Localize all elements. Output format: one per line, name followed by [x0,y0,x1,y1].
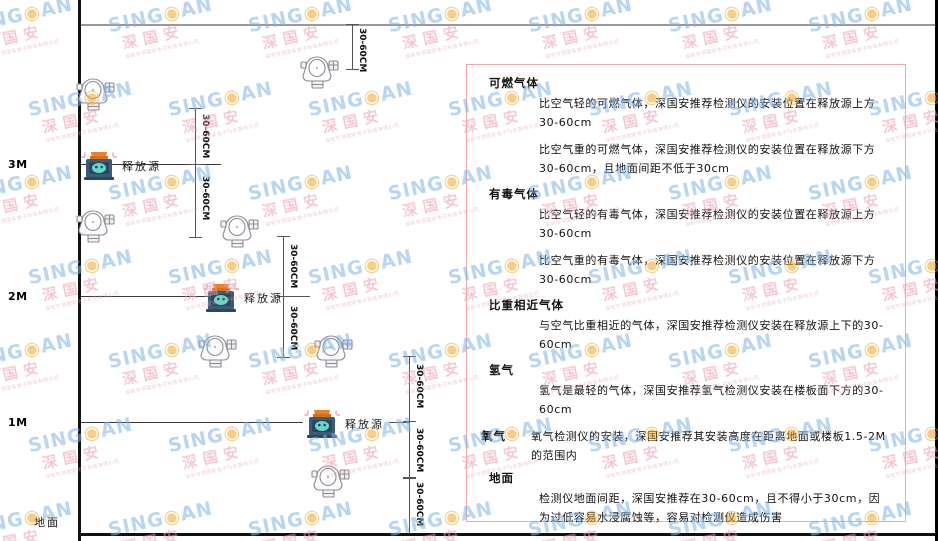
leader-line-2m [288,296,310,297]
gas-detector-icon [190,325,246,369]
guideline-paragraph: 比空气轻的可燃气体，深国安推荐检测仪的安装位置在释放源上方30-60cm [539,97,876,129]
guideline-paragraph: 与空气比重相近的气体，深国安推荐检测仪安装在释放源上下的30-60cm [539,319,884,351]
guideline-section: 可燃气体 比空气轻的可燃气体，深国安推荐检测仪的安装位置在释放源上方30-60cm… [481,75,891,178]
guideline-section-body: 比空气轻的可燃气体，深国安推荐检测仪的安装位置在释放源上方30-60cm 比空气重… [539,94,891,178]
guideline-section-body: 检测仪地面间距，深国安推荐在30-60cm，且不得小于30cm，因为过低容易水浸… [539,489,891,527]
guideline-section-title: 可燃气体 [489,76,539,90]
gas-detector-icon [303,455,359,499]
guideline-section: 氧气 氧气检测仪的安装，深国安推荐其安装高度在距离地面或楼板1.5-2M的范围内 [481,427,891,465]
release-source-icon [202,280,240,314]
guideline-paragraph: 比空气轻的有毒气体，深国安推荐检测仪的安装位置在释放源上方30-60cm [539,208,876,240]
guideline-section-title: 有毒气体 [489,187,539,201]
release-source-icon [80,148,118,182]
dimension-label: 30-60CM [357,28,367,73]
release-source-label: 释放源 [122,160,161,173]
dimension-label: 30-60CM [200,114,210,159]
guideline-paragraph: 比空气重的有毒气体，深国安推荐检测仪的安装位置在释放源下方30-60cm [539,254,876,286]
guideline-paragraph: 氧气检测仪的安装，深国安推荐其安装高度在距离地面或楼板1.5-2M的范围内 [531,430,886,462]
level-line-3m [81,164,221,165]
dimension-label: 30-60CM [414,428,424,473]
dimension-label: 30-60CM [288,306,298,351]
release-source-label: 释放源 [244,292,283,305]
gas-detector-icon [292,46,348,90]
leader-line-1m [389,422,409,423]
level-label-3m: 3M [8,158,28,171]
guideline-section-title: 地面 [489,471,514,485]
dimension-label: 30-60CM [414,482,424,527]
level-line-1m [81,422,303,423]
guideline-section: 氢气氢气是最轻的气体，深国安推荐氢气检测仪安装在楼板面下方的30-60cm [481,362,891,419]
guideline-paragraph: 氢气是最轻的气体，深国安推荐氢气检测仪安装在楼板面下方的30-60cm [539,384,884,416]
release-source-icon [303,406,341,440]
ground-line [78,533,938,536]
gas-detector-icon [68,68,124,112]
level-label-1m: 1M [8,416,28,429]
guideline-section: 比重相近气体与空气比重相近的气体，深国安推荐检测仪安装在释放源上下的30-60c… [481,297,891,354]
guideline-section-body: 与空气比重相近的气体，深国安推荐检测仪安装在释放源上下的30-60cm [539,316,891,354]
gas-detector-icon [212,205,268,249]
guideline-section-body: 氧气检测仪的安装，深国安推荐其安装高度在距离地面或楼板1.5-2M的范围内 [531,427,891,465]
guidelines-panel: 可燃气体 比空气轻的可燃气体，深国安推荐检测仪的安装位置在释放源上方30-60cm… [466,64,906,524]
guideline-section-title: 比重相近气体 [489,298,564,312]
guideline-section-title: 氧气 [481,429,506,443]
right-border [935,0,938,541]
guideline-section-body: 比空气轻的有毒气体，深国安推荐检测仪的安装位置在释放源上方30-60cm 比空气重… [539,205,891,289]
dimension-label: 30-60CM [414,364,424,409]
level-label-2m: 2M [8,290,28,303]
vertical-axis [78,0,81,541]
dimension-label: 30-60CM [200,176,210,221]
level-line-2m [81,296,211,297]
ceiling-line [78,24,938,26]
guideline-paragraph: 比空气重的可燃气体，深国安推荐检测仪的安装位置在释放源下方30-60cm，且地面… [539,143,876,175]
dimension-label: 30-60CM [288,244,298,289]
guideline-section: 有毒气体 比空气轻的有毒气体，深国安推荐检测仪的安装位置在释放源上方30-60cm… [481,186,891,289]
release-source-label: 释放源 [345,418,384,431]
guideline-section-body: 氢气是最轻的气体，深国安推荐氢气检测仪安装在楼板面下方的30-60cm [539,381,891,419]
guideline-section: 地面检测仪地面间距，深国安推荐在30-60cm，且不得小于30cm，因为过低容易… [481,470,891,527]
ground-label: 地面 [34,516,60,529]
guideline-paragraph: 检测仪地面间距，深国安推荐在30-60cm，且不得小于30cm，因为过低容易水浸… [539,492,881,524]
gas-detector-icon [306,325,362,369]
guideline-section-title: 氢气 [489,363,514,377]
gas-detector-icon [68,200,124,244]
